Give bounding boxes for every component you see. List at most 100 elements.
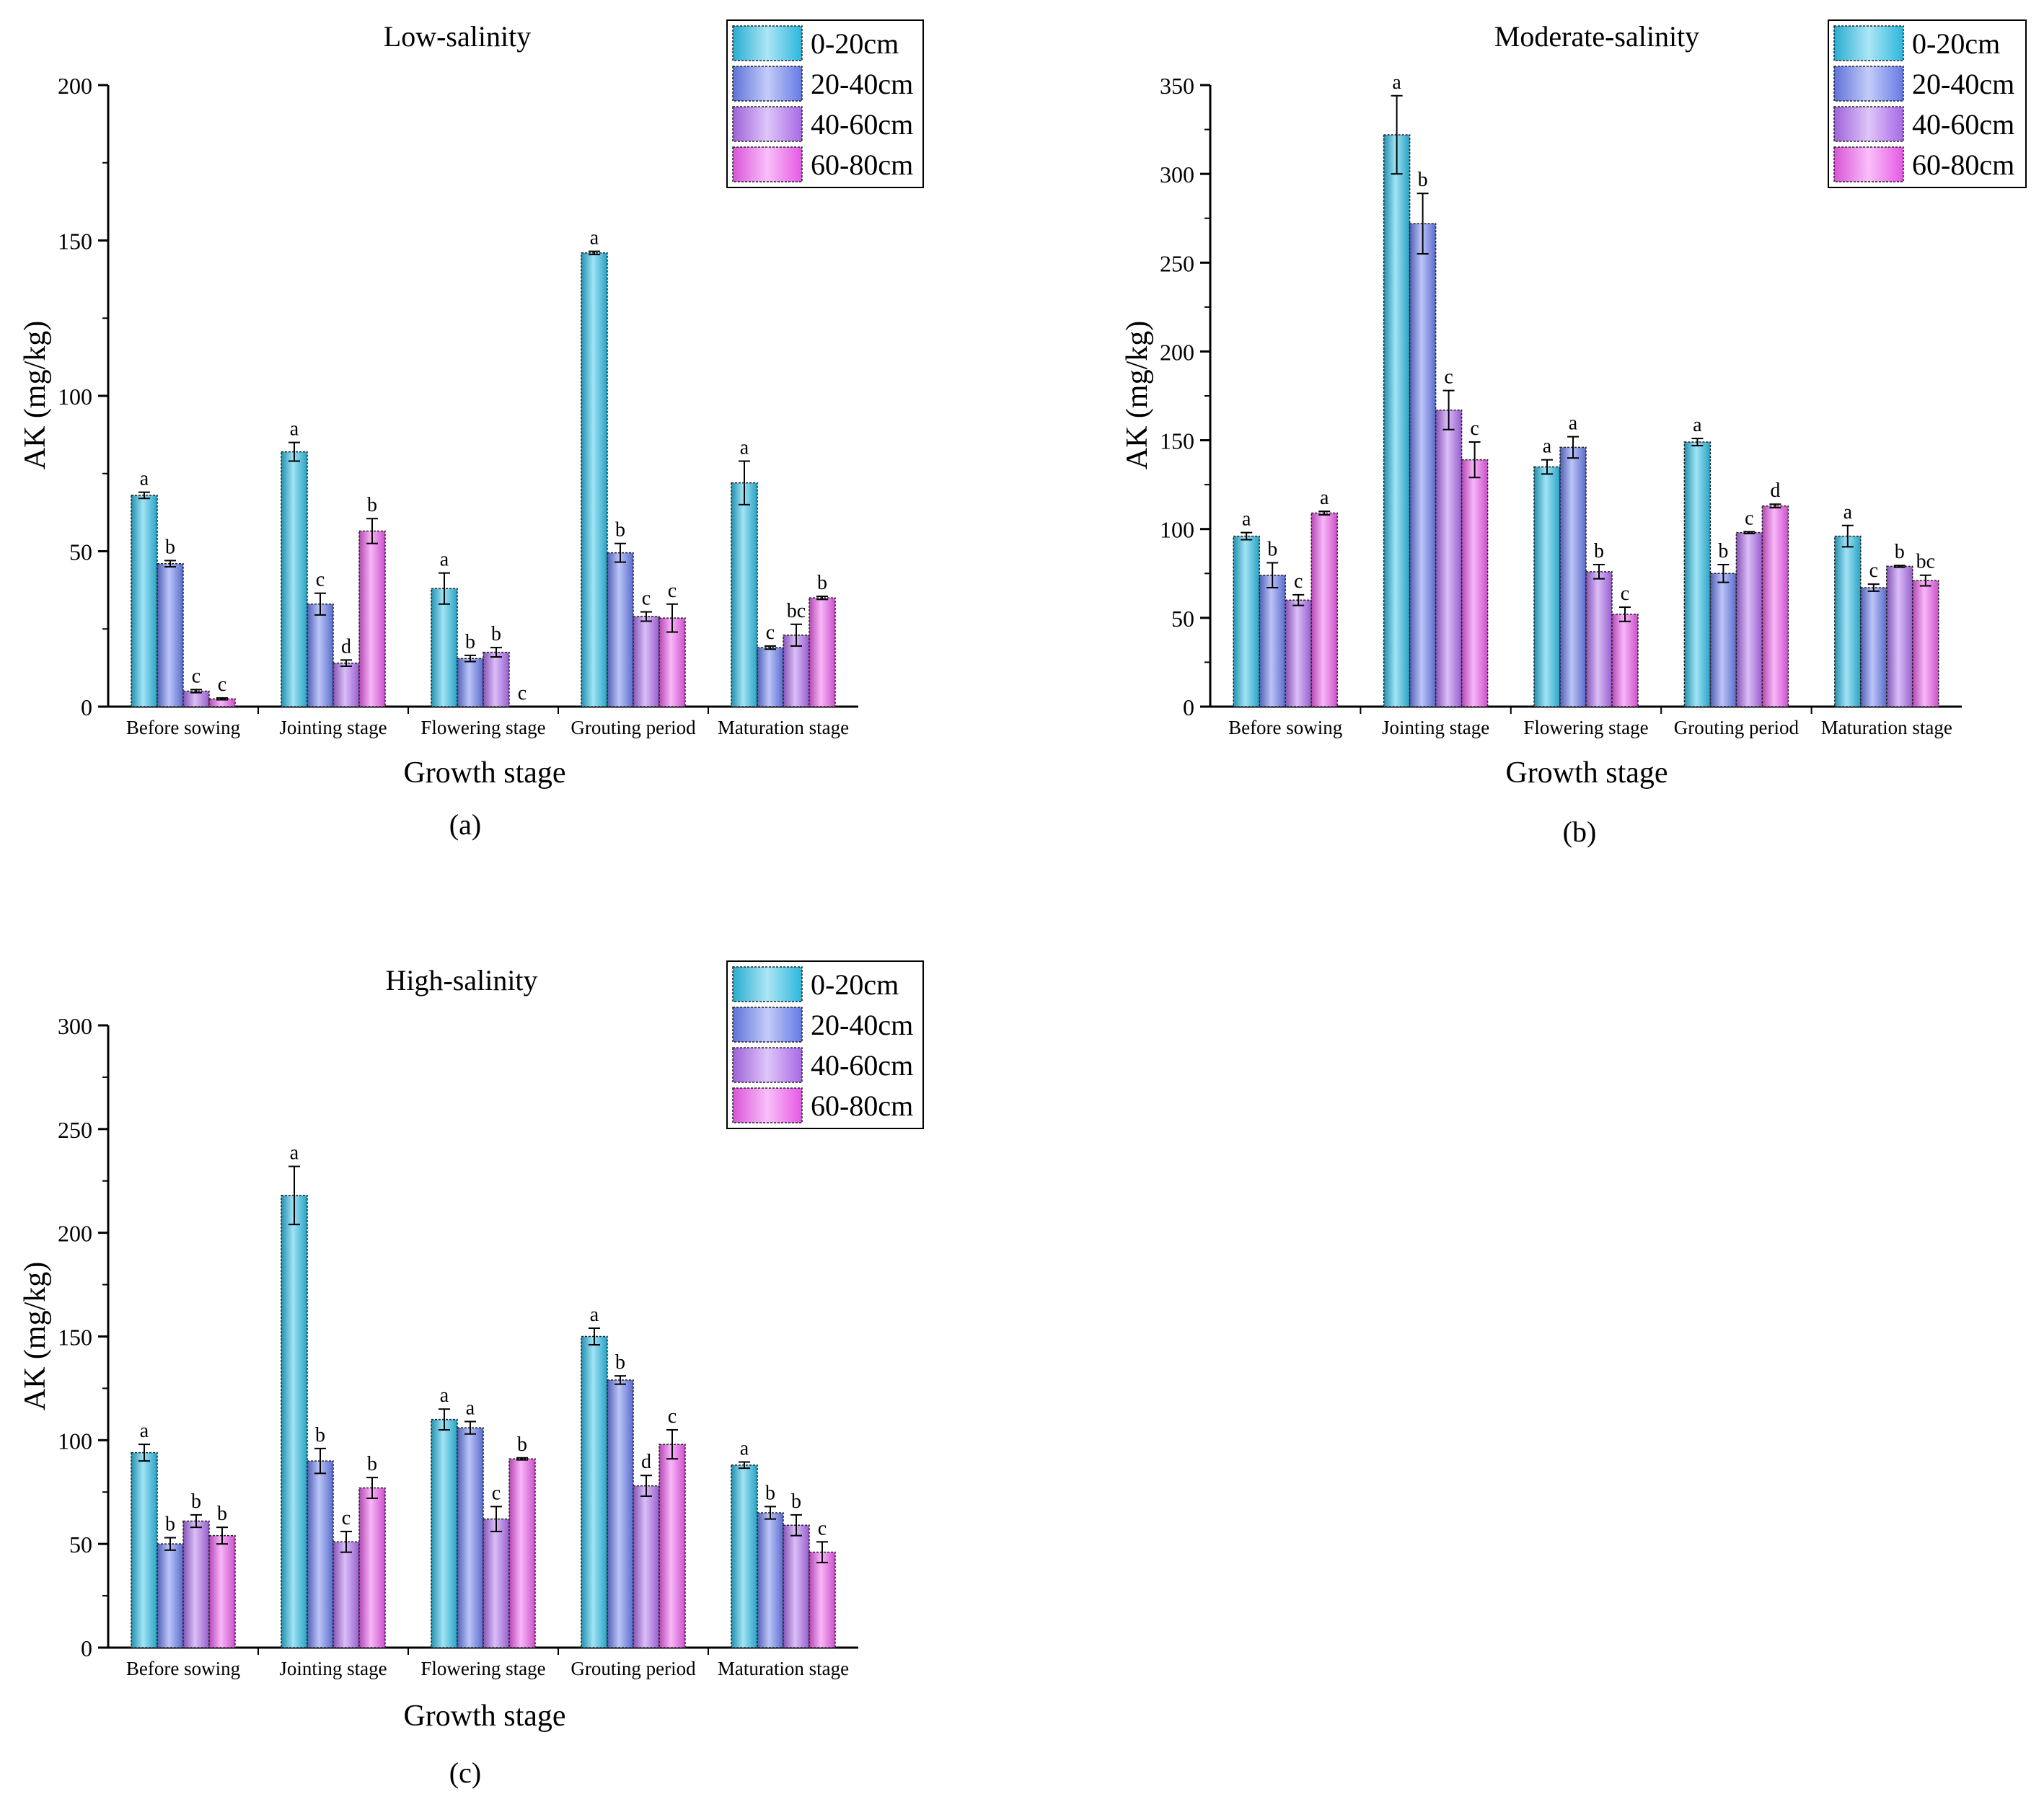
bar — [457, 1427, 484, 1648]
bar — [1735, 531, 1763, 707]
chart-title: Low-salinity — [384, 20, 531, 53]
x-axis-label: Growth stage — [1505, 756, 1668, 790]
x-axis-label: Growth stage — [403, 1700, 565, 1733]
significance-letter: c — [192, 665, 201, 687]
y-tick-label: 250 — [1160, 250, 1194, 276]
bar — [1761, 505, 1789, 707]
bar — [431, 1418, 458, 1648]
y-tick-label: 0 — [1183, 694, 1194, 720]
x-tick-label: Maturation stage — [1821, 717, 1952, 738]
significance-letter: a — [440, 1384, 449, 1407]
bar — [581, 1335, 608, 1648]
significance-letter: b — [791, 1490, 801, 1513]
significance-letter: a — [740, 1438, 749, 1460]
y-tick-label: 0 — [81, 694, 92, 720]
bar — [757, 647, 784, 707]
x-tick-label: Maturation stage — [718, 717, 849, 738]
bar — [633, 1485, 660, 1648]
panel-c: High-salinity AK (mg/kg) Growth stage (c… — [19, 960, 924, 1789]
significance-letter: c — [218, 673, 226, 696]
bar — [658, 617, 686, 707]
bar — [581, 252, 608, 707]
significance-letter: b — [1594, 540, 1604, 562]
significance-letter: a — [440, 549, 449, 571]
legend-swatch — [1833, 66, 1904, 102]
y-tick-label: 350 — [1160, 73, 1194, 99]
significance-letter: b — [1267, 539, 1277, 561]
legend-label: 40-60cm — [811, 1049, 913, 1082]
x-tick-label: Jointing stage — [1382, 717, 1489, 738]
significance-letter: a — [140, 468, 149, 490]
bar — [607, 1379, 634, 1648]
significance-letter: a — [590, 1304, 599, 1326]
significance-letter: b — [517, 1433, 527, 1456]
bar — [809, 597, 836, 707]
bar — [1683, 441, 1712, 707]
significance-letter: a — [140, 1420, 149, 1442]
y-tick-label: 100 — [58, 384, 92, 410]
legend-swatch — [732, 966, 803, 1002]
legend-swatch — [1833, 106, 1904, 142]
panel-label: (b) — [1563, 816, 1597, 848]
legend-label: 60-80cm — [1912, 149, 2014, 181]
bar — [1860, 587, 1887, 707]
significance-letter: a — [740, 437, 749, 459]
significance-letter: c — [668, 580, 677, 602]
legend-label: 0-20cm — [1912, 27, 2000, 60]
x-tick-label: Flowering stage — [420, 717, 545, 738]
x-tick-label: Before sowing — [126, 1658, 240, 1679]
bar — [307, 604, 334, 707]
x-tick-label: Flowering stage — [420, 1658, 545, 1679]
chart-title: High-salinity — [385, 964, 537, 997]
bar — [1886, 565, 1913, 707]
bar — [157, 1543, 184, 1648]
legend-label: 0-20cm — [811, 968, 899, 1001]
x-axis-label: Growth stage — [403, 756, 565, 790]
significance-letter: a — [1242, 508, 1251, 531]
significance-letter: c — [766, 622, 775, 644]
significance-letter: bc — [1916, 551, 1935, 573]
significance-letter: b — [315, 1424, 325, 1446]
bar — [208, 1534, 236, 1648]
y-tick-label: 250 — [58, 1117, 92, 1143]
significance-letter: c — [642, 588, 651, 610]
significance-letter: b — [191, 1490, 201, 1513]
x-tick-label: Grouting period — [1674, 717, 1799, 738]
bar — [1310, 512, 1338, 707]
significance-letter: c — [342, 1507, 351, 1529]
bar — [131, 495, 158, 707]
bar — [1559, 446, 1587, 707]
significance-letter: b — [465, 631, 475, 653]
x-tick-label: Grouting period — [571, 717, 696, 738]
significance-letter: b — [1418, 169, 1428, 191]
x-tick-label: Grouting period — [571, 1658, 696, 1679]
legend-swatch — [1833, 146, 1904, 182]
significance-letter: a — [290, 1142, 299, 1165]
legend-swatch — [732, 25, 803, 61]
significance-letter: b — [817, 572, 827, 594]
legend-label: 40-60cm — [1912, 108, 2014, 141]
y-tick-label: 150 — [58, 229, 92, 255]
significance-letter: b — [217, 1503, 227, 1525]
y-tick-label: 300 — [1160, 162, 1194, 187]
significance-letter: b — [1718, 540, 1728, 562]
legend-swatch — [1833, 25, 1904, 61]
x-tick-label: Before sowing — [1228, 717, 1342, 738]
bar — [1709, 573, 1737, 707]
significance-letter: b — [165, 1514, 175, 1536]
panel-b: Moderate-salinity AK (mg/kg) Growth stag… — [1121, 19, 2027, 848]
legend-label: 0-20cm — [811, 27, 899, 60]
significance-letter: c — [1444, 366, 1453, 389]
significance-letter: a — [1320, 487, 1329, 509]
significance-letter: b — [165, 536, 175, 558]
significance-letter: c — [1745, 507, 1753, 529]
significance-letter: b — [367, 1453, 377, 1475]
x-tick-label: Maturation stage — [718, 1658, 849, 1679]
y-tick-label: 0 — [81, 1635, 92, 1661]
bar — [783, 1524, 810, 1648]
bar — [1285, 599, 1312, 707]
legend-label: 40-60cm — [811, 108, 913, 141]
significance-letter: a — [1543, 436, 1552, 458]
bar — [307, 1460, 334, 1648]
